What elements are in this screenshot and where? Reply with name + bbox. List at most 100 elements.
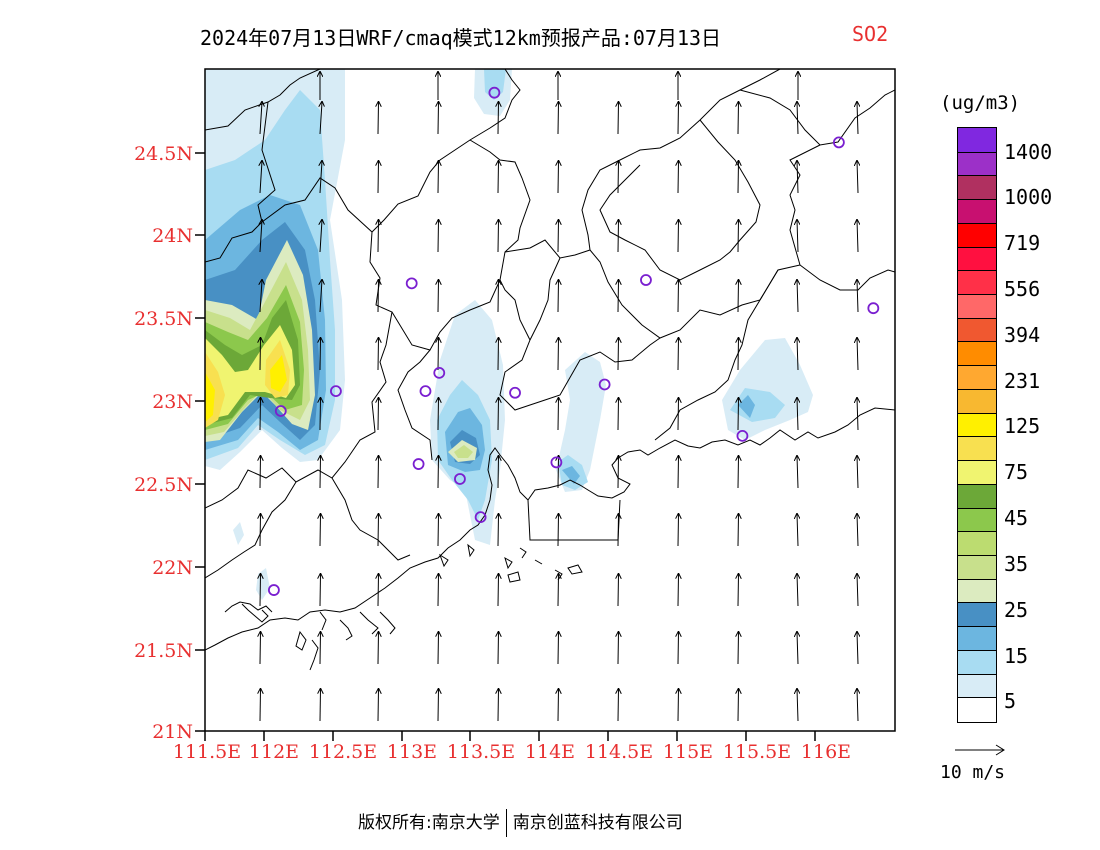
wind-arrow (558, 574, 559, 607)
wind-arrow (438, 456, 439, 489)
wind-arrow (498, 632, 499, 665)
station-marker (405, 277, 418, 290)
wind-arrow (320, 574, 321, 607)
wind-arrow (378, 689, 379, 722)
wind-arrow (678, 689, 679, 722)
wind-arrow (498, 338, 499, 371)
lon-label: 115E (663, 741, 713, 763)
wind-arrow (320, 514, 321, 547)
station-marker (454, 473, 466, 485)
coastline (205, 407, 895, 671)
station-marker (509, 386, 521, 399)
colorbar (957, 127, 997, 723)
wind-arrow (320, 102, 322, 135)
station-marker (488, 86, 501, 99)
wind-arrow (438, 398, 439, 431)
wind-arrow (498, 574, 499, 607)
wind-arrow (857, 280, 858, 313)
lat-label: 24.5N (134, 143, 193, 165)
colorbar-cell (958, 554, 996, 579)
copyright-right: 南京创蓝科技有限公司 (512, 813, 683, 833)
plot-frame (204, 68, 896, 732)
title-row: 2024年07月13日WRF/cmaq模式12km预报产品:07月13日 SO2 (0, 22, 1100, 52)
station-marker (640, 274, 652, 286)
wind-arrow (558, 398, 559, 431)
lon-label: 112.5E (309, 741, 377, 763)
wind-arrow (618, 220, 619, 253)
wind-arrow (260, 574, 261, 607)
wind-arrow (857, 456, 858, 489)
colorbar-cell (958, 128, 996, 152)
wind-arrow (738, 161, 739, 194)
copyright-left: 版权所有:南京大学 (358, 813, 500, 833)
colorbar-cell (958, 460, 996, 484)
wind-arrow (558, 689, 559, 722)
lat-label: 24N (152, 225, 193, 247)
wind-arrow (498, 102, 499, 135)
wind-arrow (438, 574, 439, 607)
axis-ticks (195, 152, 816, 741)
colorbar-cell (958, 436, 996, 461)
colorbar-cell (958, 222, 996, 247)
colorbar-cell (958, 697, 996, 721)
colorbar-label: 15 (1004, 644, 1029, 668)
colorbar-cell (958, 270, 996, 295)
lon-label: 115.5E (723, 741, 791, 763)
lon-label: 114.5E (585, 741, 653, 763)
wind-arrow (378, 632, 379, 665)
wind-arrow (678, 280, 679, 313)
colorbar-label: 1000 (1004, 185, 1053, 209)
colorbar-label: 45 (1004, 506, 1029, 530)
wind-arrow (320, 456, 321, 489)
colorbar-label: 556 (1004, 277, 1041, 301)
wind-arrow (738, 102, 739, 135)
wind-arrow (857, 689, 858, 722)
station-marker (867, 302, 880, 315)
wind-arrow (558, 102, 559, 135)
wind-arrow (320, 689, 321, 722)
wind-arrow (558, 456, 559, 489)
wind-arrow (857, 220, 858, 253)
wind-arrow (558, 220, 559, 253)
wind-arrow (260, 102, 262, 135)
latitude-labels: 24.5N 24N 23.5N 23N 22.5N 22N 21.5N 21N (134, 143, 193, 743)
wind-arrow (678, 632, 679, 665)
station-marker (274, 405, 287, 417)
wind-arrow (678, 514, 679, 547)
station-marker (267, 584, 280, 596)
wind-arrow (558, 280, 559, 313)
wind-arrow (438, 161, 439, 194)
colorbar-cell (958, 673, 996, 698)
station-marker (419, 385, 432, 398)
lat-label: 21.5N (134, 640, 193, 662)
colorbar-cell (958, 507, 996, 532)
station-marker (330, 385, 342, 398)
wind-arrow (797, 632, 798, 665)
wind-arrow (378, 574, 379, 607)
wind-scale-arrow (955, 744, 1005, 756)
station-marker (736, 429, 749, 442)
colorbar-cell (958, 602, 996, 627)
colorbar-cell (958, 341, 996, 366)
longitude-labels: 111.5E 112E 112.5E 113E 113.5E 114E 114.… (173, 741, 851, 763)
wind-arrow (857, 161, 858, 194)
lon-label: 114E (525, 741, 575, 763)
wind-arrow (797, 398, 798, 431)
wind-arrow (857, 102, 858, 135)
wind-arrow (378, 280, 379, 313)
wind-arrow (738, 632, 739, 665)
wind-arrow (378, 398, 379, 431)
lat-label: 23.5N (134, 308, 193, 330)
wind-arrow (857, 398, 858, 431)
wind-scale-label: 10 m/s (940, 762, 1006, 783)
wind-arrow (618, 574, 619, 607)
colorbar-cell (958, 531, 996, 555)
wind-arrow (498, 398, 499, 431)
wind-arrow (320, 632, 321, 665)
colorbar-cell (958, 199, 996, 223)
wind-arrow (738, 514, 739, 547)
colorbar-cell (958, 294, 996, 318)
wind-arrow (438, 220, 439, 253)
wind-arrow (378, 220, 379, 253)
station-marker (474, 511, 487, 524)
